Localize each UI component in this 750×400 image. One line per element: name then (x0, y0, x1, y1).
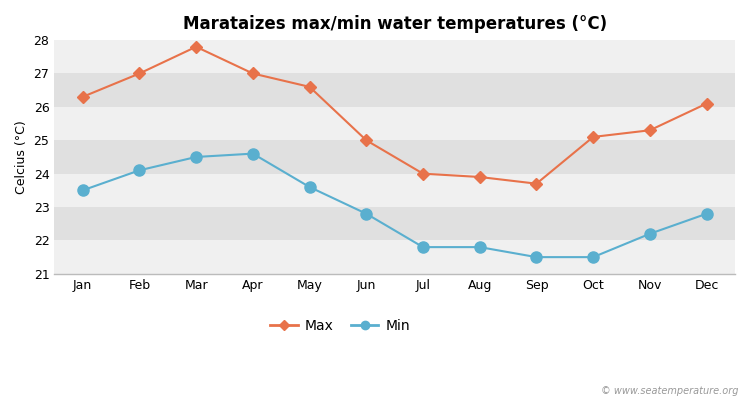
Title: Marataizes max/min water temperatures (°C): Marataizes max/min water temperatures (°… (182, 15, 607, 33)
Max (362, 138, 370, 143)
Max (589, 134, 598, 139)
Max (78, 94, 87, 99)
Line: Max: Max (79, 43, 711, 188)
Min (532, 255, 541, 260)
Bar (54, 74, 735, 107)
Legend: Max, Min: Max, Min (265, 314, 416, 338)
Bar (54, 174, 735, 207)
Bar (54, 107, 735, 140)
Y-axis label: Celcius (°C): Celcius (°C) (15, 120, 28, 194)
Max (702, 101, 711, 106)
Min (589, 255, 598, 260)
Min (702, 211, 711, 216)
Max (248, 71, 257, 76)
Line: Min: Min (77, 148, 712, 263)
Bar (54, 207, 735, 240)
Max (419, 171, 428, 176)
Max (305, 84, 314, 89)
Bar (54, 240, 735, 274)
Max (476, 175, 484, 180)
Min (476, 245, 484, 250)
Bar (54, 140, 735, 174)
Min (191, 154, 200, 159)
Min (248, 151, 257, 156)
Min (78, 188, 87, 193)
Min (305, 185, 314, 190)
Max (532, 181, 541, 186)
Text: © www.seatemperature.org: © www.seatemperature.org (602, 386, 739, 396)
Max (135, 71, 144, 76)
Min (362, 211, 370, 216)
Max (191, 44, 200, 49)
Max (646, 128, 655, 133)
Min (419, 245, 428, 250)
Min (646, 231, 655, 236)
Bar (54, 40, 735, 74)
Min (135, 168, 144, 173)
